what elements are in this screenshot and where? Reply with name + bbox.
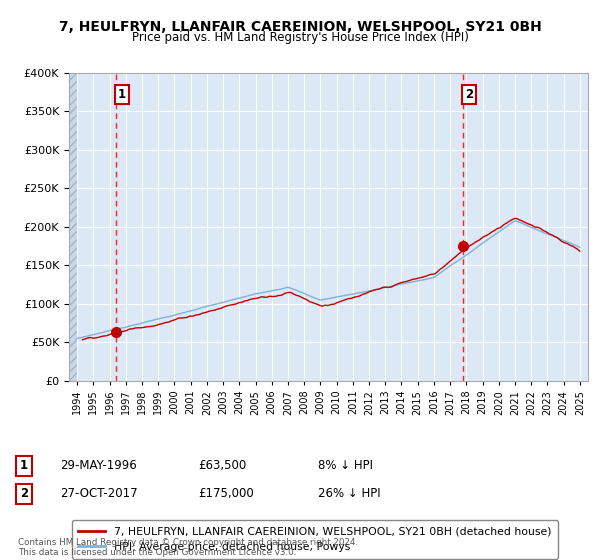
Text: 2: 2 xyxy=(20,487,28,501)
Text: 8% ↓ HPI: 8% ↓ HPI xyxy=(318,459,373,473)
Text: £175,000: £175,000 xyxy=(198,487,254,501)
Text: 1: 1 xyxy=(20,459,28,473)
Text: 26% ↓ HPI: 26% ↓ HPI xyxy=(318,487,380,501)
Text: 1: 1 xyxy=(118,88,126,101)
Text: 29-MAY-1996: 29-MAY-1996 xyxy=(60,459,137,473)
Text: Price paid vs. HM Land Registry's House Price Index (HPI): Price paid vs. HM Land Registry's House … xyxy=(131,31,469,44)
Text: Contains HM Land Registry data © Crown copyright and database right 2024.
This d: Contains HM Land Registry data © Crown c… xyxy=(18,538,358,557)
Bar xyxy=(69,73,77,381)
Text: 27-OCT-2017: 27-OCT-2017 xyxy=(60,487,137,501)
Text: 7, HEULFRYN, LLANFAIR CAEREINION, WELSHPOOL, SY21 0BH: 7, HEULFRYN, LLANFAIR CAEREINION, WELSHP… xyxy=(59,20,541,34)
Legend: 7, HEULFRYN, LLANFAIR CAEREINION, WELSHPOOL, SY21 0BH (detached house), HPI: Ave: 7, HEULFRYN, LLANFAIR CAEREINION, WELSHP… xyxy=(72,520,558,559)
Text: 2: 2 xyxy=(466,88,473,101)
Text: £63,500: £63,500 xyxy=(198,459,246,473)
